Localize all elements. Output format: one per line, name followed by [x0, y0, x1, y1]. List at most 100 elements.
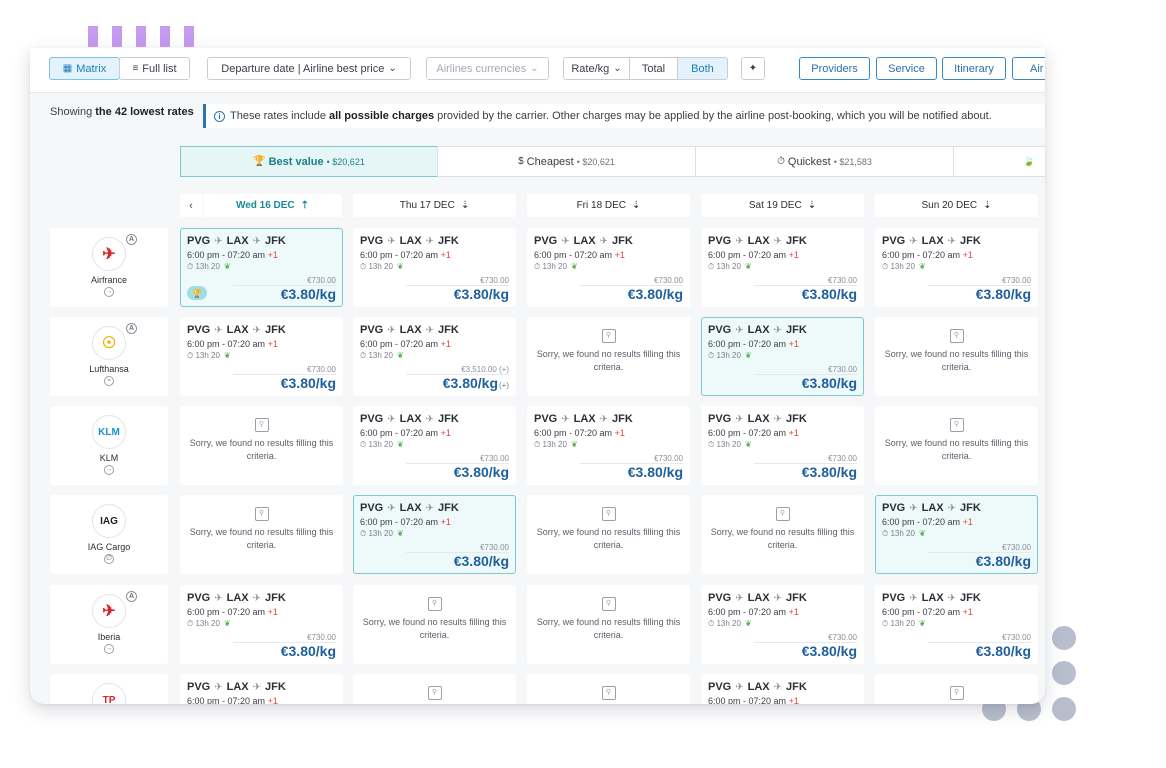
info-bold: all possible charges — [329, 110, 435, 122]
departure-dropdown-value: Departure date | Airline best price — [221, 62, 385, 75]
flight-times: 6:00 pm - 07:20 am +1 — [360, 428, 509, 438]
flight-times: 6:00 pm - 07:20 am +1 — [708, 339, 857, 349]
service-filter-button[interactable]: Service — [876, 57, 937, 80]
route: PVG ✈ LAX ✈ JFK — [360, 324, 509, 336]
airline-filter-label: Air — [1030, 62, 1044, 75]
both-option[interactable]: Both — [678, 58, 727, 79]
airline-info-icon[interactable]: ⌁ — [104, 376, 114, 386]
airline-row-header[interactable]: TP — [50, 674, 168, 704]
empty-rate-cell[interactable]: ⚲ Sorry, we found no results filling this… — [353, 585, 516, 664]
airline-info-icon[interactable]: → — [104, 644, 114, 654]
itinerary-filter-button[interactable]: Itinerary — [942, 57, 1006, 80]
day-header-sun[interactable]: Sun 20 DEC ⇣ — [875, 194, 1038, 217]
airline-row-header[interactable]: KLM KLM → — [50, 406, 168, 485]
via-code: LAX — [921, 235, 944, 247]
tab-best-value[interactable]: 🏆 Best value • $20,621 — [180, 146, 438, 177]
day-header-thu[interactable]: Thu 17 DEC ⇣ — [353, 194, 516, 217]
plane-icon: ✈ — [425, 503, 435, 514]
tab-quickest[interactable]: ⏱ Quickest • $21,583 — [695, 146, 954, 177]
plane-icon: ✈ — [909, 503, 918, 514]
clock-icon: ⏱ — [708, 440, 715, 449]
duration-text: 13h 20 — [890, 529, 915, 538]
tab-greenest[interactable]: 🍃 — [953, 146, 1045, 177]
day-header-fri[interactable]: Fri 18 DEC ⇣ — [527, 194, 690, 217]
plane-icon: ✈ — [599, 236, 609, 247]
rate-per-kg-dropdown[interactable]: Rate/kg ⌄ — [564, 58, 630, 79]
departure-date-dropdown[interactable]: Departure date | Airline best price ⌄ — [207, 57, 411, 80]
full-list-button[interactable]: ≡ Full list — [119, 57, 190, 80]
empty-rate-cell[interactable]: ⚲ Sorry, we found no results filling this… — [527, 317, 690, 396]
empty-rate-cell[interactable]: ⚲ — [527, 674, 690, 704]
airline-info-icon[interactable]: ∅ — [104, 554, 114, 564]
empty-rate-cell[interactable]: ⚲ Sorry, we found no results filling this… — [875, 406, 1038, 485]
day-header-sat[interactable]: Sat 19 DEC ⇣ — [701, 194, 864, 217]
empty-rate-cell[interactable]: ⚲ Sorry, we found no results filling this… — [180, 406, 343, 485]
via-code: LAX — [921, 592, 944, 604]
empty-rate-cell[interactable]: ⚲ Sorry, we found no results filling this… — [180, 495, 343, 574]
flight-times: 6:00 pm - 07:20 am +1 — [187, 250, 336, 260]
matrix-view-button[interactable]: ▦ Matrix — [49, 57, 120, 80]
pin-button[interactable]: ✦ — [741, 57, 765, 80]
leaf-icon: ❦ — [396, 262, 404, 271]
divider — [928, 642, 1031, 643]
origin-code: PVG — [187, 681, 211, 693]
clock-icon: ⏱ — [187, 262, 194, 271]
airline-row-header[interactable]: ☉ A Lufthansa ⌁ — [50, 317, 168, 396]
total-option[interactable]: Total — [630, 58, 678, 79]
empty-rate-cell[interactable]: ⚲ Sorry, we found no results filling this… — [875, 317, 1038, 396]
rate-value: €3.80/kg — [801, 464, 857, 480]
airline-info-icon[interactable]: → — [104, 465, 114, 475]
airline-filter-button[interactable]: Air — [1012, 57, 1045, 80]
day-header-wed[interactable]: Wed 16 DEC ⇡ — [203, 194, 342, 217]
rate-value: €3.80/kg — [975, 643, 1031, 659]
rate-value: €3.80/kg — [280, 375, 336, 391]
rate-per-kg: €3.80/kg — [281, 375, 336, 391]
day-label: Fri 18 DEC — [576, 200, 627, 211]
leaf-icon: ❦ — [918, 529, 926, 538]
flight-times: 6:00 pm - 07:20 am +1 — [360, 517, 509, 527]
airline-logo: TP — [92, 683, 126, 704]
empty-rate-cell[interactable]: ⚲ — [875, 674, 1038, 704]
previous-day-button[interactable]: ‹ — [180, 194, 202, 217]
empty-rate-cell[interactable]: ⚲ Sorry, we found no results filling this… — [701, 495, 864, 574]
plane-icon: ✈ — [947, 236, 957, 247]
airline-name: Iberia — [97, 632, 121, 642]
divider — [754, 285, 857, 286]
empty-rate-cell[interactable]: ⚲ — [353, 674, 516, 704]
airlines-currencies-dropdown[interactable]: Airlines currencies ⌄ — [426, 57, 549, 80]
times-text: 6:00 pm - 07:20 am — [360, 250, 439, 260]
plus-day: +1 — [267, 607, 278, 617]
origin-code: PVG — [708, 324, 732, 336]
airline-row-header[interactable]: ✈ A Airfrance → — [50, 228, 168, 307]
empty-rate-cell[interactable]: ⚲ Sorry, we found no results filling this… — [527, 495, 690, 574]
airline-row-header[interactable]: ✈ A Iberia → — [50, 585, 168, 664]
sort-up-icon: ⇡ — [300, 200, 310, 211]
destination-code: JFK — [786, 324, 807, 336]
plus-day: +1 — [962, 607, 973, 617]
tab-cheapest[interactable]: $ Cheapest • $20,621 — [437, 146, 696, 177]
plane-icon: ✈ — [735, 593, 744, 604]
rate-per-kg: €3.80/kg — [281, 286, 336, 302]
providers-filter-button[interactable]: Providers — [799, 57, 870, 80]
airline-info-icon[interactable]: → — [104, 287, 114, 297]
empty-rate-cell[interactable]: ⚲ Sorry, we found no results filling this… — [527, 585, 690, 664]
airline-row-header[interactable]: IAG IAG Cargo ∅ — [50, 495, 168, 574]
